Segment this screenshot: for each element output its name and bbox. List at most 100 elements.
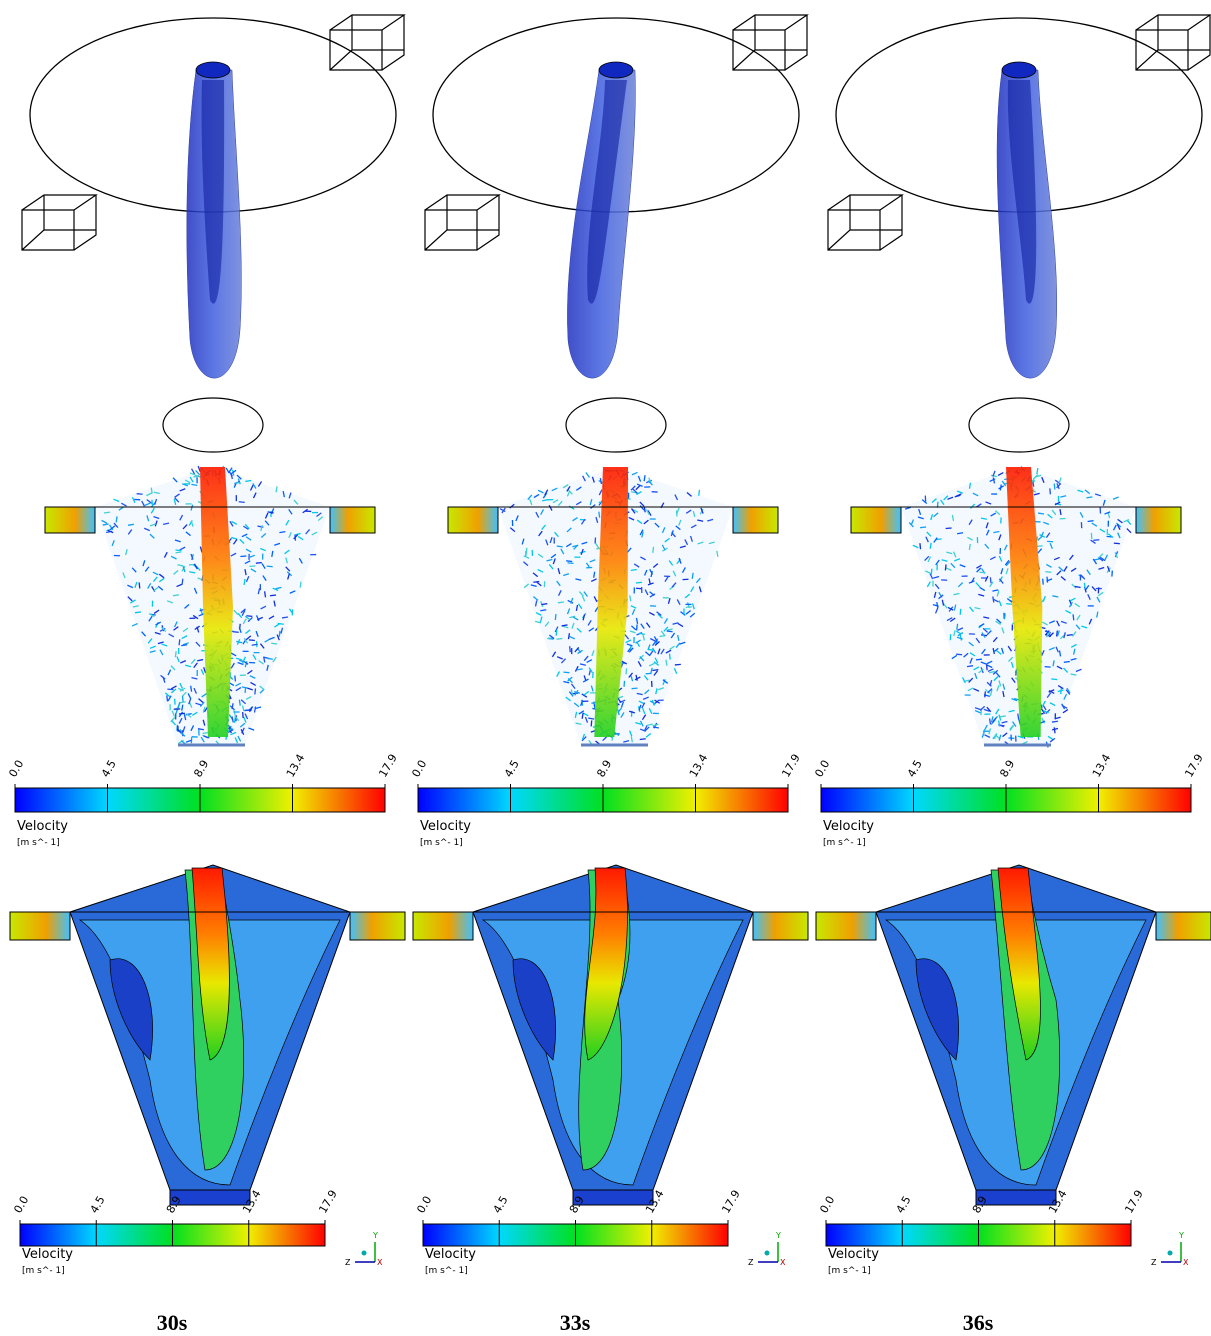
vector-arrow <box>920 543 921 549</box>
colorbar-title: Velocity <box>425 1247 476 1262</box>
vector-arrow <box>1006 604 1012 605</box>
colorbar-tick-label: 17.9 <box>719 1188 743 1216</box>
colorbar-tick-label: 17.9 <box>376 752 400 780</box>
colorbar-tick-label: 0.0 <box>11 1194 31 1216</box>
vector-arrow <box>175 651 176 657</box>
vector-arrow <box>235 676 236 682</box>
vector-arrow <box>256 563 262 564</box>
colorbar-tick-label: 13.4 <box>1090 752 1114 780</box>
colorbar-tick-label: 4.5 <box>905 758 925 780</box>
colorbar-unit: [m s^- 1] <box>828 1266 871 1276</box>
vector-arrow <box>116 516 117 522</box>
colorbar-tick-label: 13.4 <box>284 752 308 780</box>
vector-arrow <box>267 566 273 567</box>
vector-arrow <box>279 631 280 637</box>
vector-arrow <box>631 570 637 571</box>
vector-arrow <box>1063 710 1068 713</box>
outlet-ellipse <box>566 398 666 452</box>
vector-arrow <box>179 639 180 645</box>
vector-arrow <box>181 645 187 646</box>
vector-arrow <box>644 475 645 481</box>
vector-arrow <box>1050 488 1051 494</box>
vector-inlet <box>448 507 498 533</box>
time-label: 30s <box>157 1310 188 1335</box>
vector-arrow <box>1038 513 1044 514</box>
vector-arrow <box>1045 572 1051 573</box>
time-label: 33s <box>560 1310 591 1335</box>
axis-label-z: Z <box>748 1258 754 1267</box>
vector-arrow <box>267 658 273 659</box>
vector-arrow <box>180 702 186 703</box>
vector-arrow <box>990 577 991 583</box>
vector-arrow <box>556 630 557 636</box>
vector-arrow <box>1052 721 1058 722</box>
vector-arrow <box>557 546 563 547</box>
outlet-ellipse <box>969 398 1069 452</box>
vector-arrow <box>541 604 547 605</box>
vector-arrow <box>1016 670 1017 676</box>
time-label: 36s <box>963 1310 994 1335</box>
vector-arrow <box>278 623 284 624</box>
colorbar-title: Velocity <box>823 819 874 834</box>
vector-arrow <box>533 581 539 582</box>
vector-inlet <box>330 507 375 533</box>
vector-arrow <box>1051 679 1057 680</box>
vector-arrow <box>198 466 200 472</box>
vector-arrow <box>674 668 676 674</box>
vector-arrow <box>931 569 932 575</box>
vector-arrow <box>1064 661 1070 662</box>
inlet-box <box>425 195 499 250</box>
vector-arrow <box>632 688 638 689</box>
vector-arrow <box>271 643 277 644</box>
vector-arrow <box>182 579 183 585</box>
colorbar-tick-label: 0.0 <box>817 1194 837 1216</box>
vector-arrow <box>555 614 556 620</box>
colorbar-unit: [m s^- 1] <box>17 838 60 848</box>
colorbar-title: Velocity <box>420 819 471 834</box>
colorbar-tick-label: 0.0 <box>414 1194 434 1216</box>
vector-arrow <box>1073 614 1074 620</box>
colorbar-tick-label: 4.5 <box>99 758 119 780</box>
vector-arrow <box>591 720 592 726</box>
axis-origin <box>362 1251 367 1256</box>
colorbar-tick-label: 0.0 <box>812 758 832 780</box>
vector-arrow <box>245 481 251 482</box>
panel-column: 0.04.58.913.417.9Velocity[m s^- 1]0.04.5… <box>812 15 1211 1335</box>
vector-arrow <box>282 617 288 618</box>
axis-label-x: X <box>377 1258 383 1267</box>
vector-arrow <box>563 672 569 673</box>
colorbar-unit: [m s^- 1] <box>425 1266 468 1276</box>
colorbar-title: Velocity <box>22 1247 73 1262</box>
vector-arrow <box>137 494 143 495</box>
axis-label-y: Y <box>372 1231 378 1240</box>
vector-arrow <box>104 512 110 513</box>
vector-arrow <box>1004 613 1005 619</box>
vector-arrow <box>960 609 961 615</box>
vector-arrow <box>653 547 654 553</box>
colorbar-tick-label: 0.0 <box>409 758 429 780</box>
contour-inlet <box>1156 912 1211 940</box>
vector-arrow <box>179 713 185 714</box>
colorbar-tick-label: 0.0 <box>6 758 26 780</box>
vector-arrow <box>1037 468 1038 474</box>
colorbar-tick-label: 17.9 <box>316 1188 340 1216</box>
vector-arrow <box>558 602 564 603</box>
vector-arrow <box>538 490 543 493</box>
vector-arrow <box>255 688 256 694</box>
vector-arrow <box>640 739 646 740</box>
vector-arrow <box>556 638 562 639</box>
colorbar-tick-label: 4.5 <box>502 758 522 780</box>
axis-label-x: X <box>1183 1258 1189 1267</box>
vector-arrow <box>191 686 192 692</box>
outlet-ellipse <box>163 398 263 452</box>
vector-arrow <box>637 624 638 630</box>
vector-arrow <box>570 646 571 652</box>
vector-arrow <box>270 595 276 596</box>
vector-arrow <box>239 502 245 503</box>
colorbar-tick-label: 17.9 <box>1182 752 1206 780</box>
vector-arrow <box>1067 635 1073 636</box>
vector-arrow <box>175 550 181 551</box>
panel-column: 0.04.58.913.417.9Velocity[m s^- 1]0.04.5… <box>6 15 405 1335</box>
vector-arrow <box>239 700 240 706</box>
axis-origin <box>1168 1251 1173 1256</box>
